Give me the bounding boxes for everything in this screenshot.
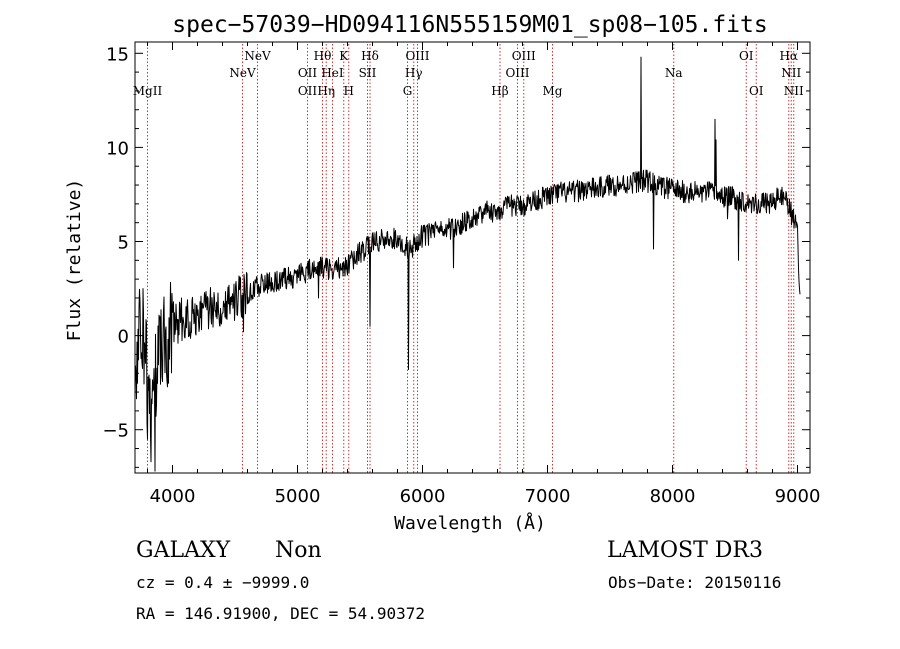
spectral-line-label: Na [665,66,683,80]
spectral-line-label: Hα [779,49,798,63]
y-axis-label: Flux (relative) [64,179,85,342]
spectral-line-label: NII [784,84,804,98]
x-tick-label: 6000 [400,486,446,507]
spectral-line-label: OIII [405,49,429,63]
x-tick-label: 8000 [650,486,696,507]
y-tick-label: 10 [106,138,129,159]
spectral-line-labels: MgII NeV NeV OII OII Hθ Hη HeI K H SII Hδ G Hγ OIII Hβ O… [133,49,804,98]
spectral-line-label: OII [298,66,318,80]
spectral-line-label: OII [298,84,318,98]
x-axis-label: Wavelength (Å) [394,512,546,534]
x-tick-label: 7000 [525,486,571,507]
survey-name: LAMOST DR3 [607,538,763,563]
y-tick-label: 0 [118,327,129,348]
spectral-line-label: Hδ [361,49,379,63]
spectral-line-label: G [403,84,413,98]
spectral-line-label: OI [739,49,754,63]
spectral-lines [147,44,795,473]
axis-ticks: 4000 5000 6000 7000 8000 9000 −5 0 5 10 15 [102,42,820,507]
x-tick-label: 4000 [150,486,196,507]
spectral-line-label: OIII [505,66,529,80]
observation-date: Obs−Date: 20150116 [608,573,782,592]
spectral-line-label: NeV [229,66,256,80]
y-tick-label: 5 [118,233,129,254]
spectral-line-label: SII [359,66,377,80]
y-tick-label: 15 [106,44,129,65]
y-tick-label: −5 [102,421,129,442]
plot-frame [134,41,811,474]
spectral-line-label: K [339,49,349,63]
spectral-line-label: Hγ [405,66,423,80]
spectral-line-label: HeI [321,66,344,80]
object-class: GALAXY [136,538,231,563]
x-tick-label: 5000 [275,486,321,507]
spectral-line-label: OI [749,84,764,98]
spectral-line-label: OIII [512,49,536,63]
redshift-cz: cz = 0.4 ± −9999.0 [136,573,310,592]
spectral-line-label: Hβ [491,84,508,98]
spectral-line-label: NeV [244,49,271,63]
sky-coordinates: RA = 146.91900, DEC = 54.90372 [136,604,425,623]
spectrum-line [134,56,801,472]
spectral-line-label: Hθ [314,49,332,63]
spectral-line-label: H [344,84,354,98]
spectral-line-label: MgII [133,84,163,98]
spectral-line-label: Mg [543,84,563,98]
spectral-line-label: Hη [317,84,335,98]
spectral-line-label: NII [781,66,801,80]
object-subclass: Non [275,538,322,563]
chart-title: spec−57039−HD094116N555159M01_sp08−105.f… [172,12,767,38]
x-tick-label: 9000 [775,486,821,507]
